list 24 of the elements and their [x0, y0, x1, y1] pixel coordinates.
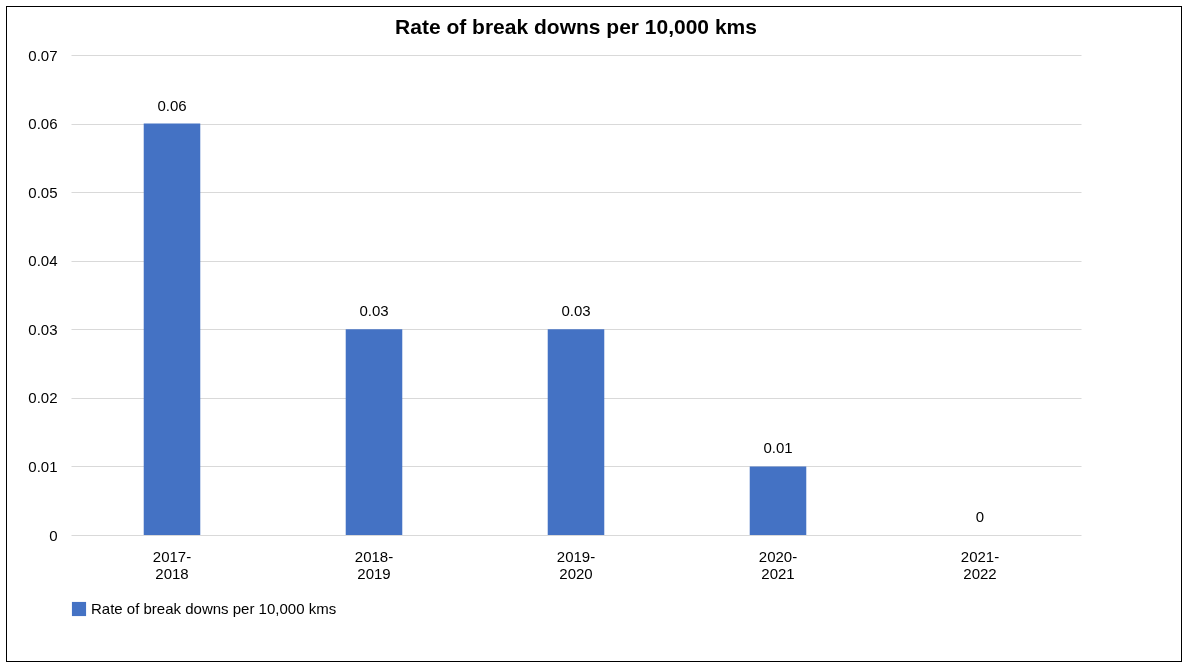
y-tick-label: 0.03 — [28, 320, 58, 338]
bar — [749, 466, 807, 535]
y-tick-label: 0.01 — [28, 457, 58, 475]
data-label: 0.03 — [561, 302, 591, 320]
x-tick-label: 2021-2022 — [960, 547, 1000, 582]
y-tick-label: 0.02 — [28, 389, 58, 407]
data-label: 0.06 — [157, 96, 187, 114]
y-tick-label: 0 — [49, 526, 58, 544]
bar — [143, 123, 201, 535]
legend-label: Rate of break downs per 10,000 kms — [91, 600, 337, 617]
x-tick-label: 2017-2018 — [152, 547, 192, 582]
data-label: 0 — [975, 508, 985, 525]
chart-title: Rate of break downs per 10,000 kms — [395, 15, 757, 38]
x-tick-label: 2019-2020 — [556, 547, 596, 582]
x-tick-label: 2020-2021 — [758, 547, 798, 582]
y-tick-label: 0.05 — [28, 183, 58, 201]
y-tick-label: 0.06 — [28, 115, 58, 133]
data-label: 0.03 — [359, 302, 389, 320]
bar — [345, 329, 403, 535]
bar — [547, 329, 605, 535]
data-label: 0.01 — [763, 439, 793, 457]
x-tick-label: 2018-2019 — [354, 547, 394, 582]
y-tick-label: 0.04 — [28, 252, 58, 270]
y-tick-label: 0.07 — [28, 46, 58, 64]
